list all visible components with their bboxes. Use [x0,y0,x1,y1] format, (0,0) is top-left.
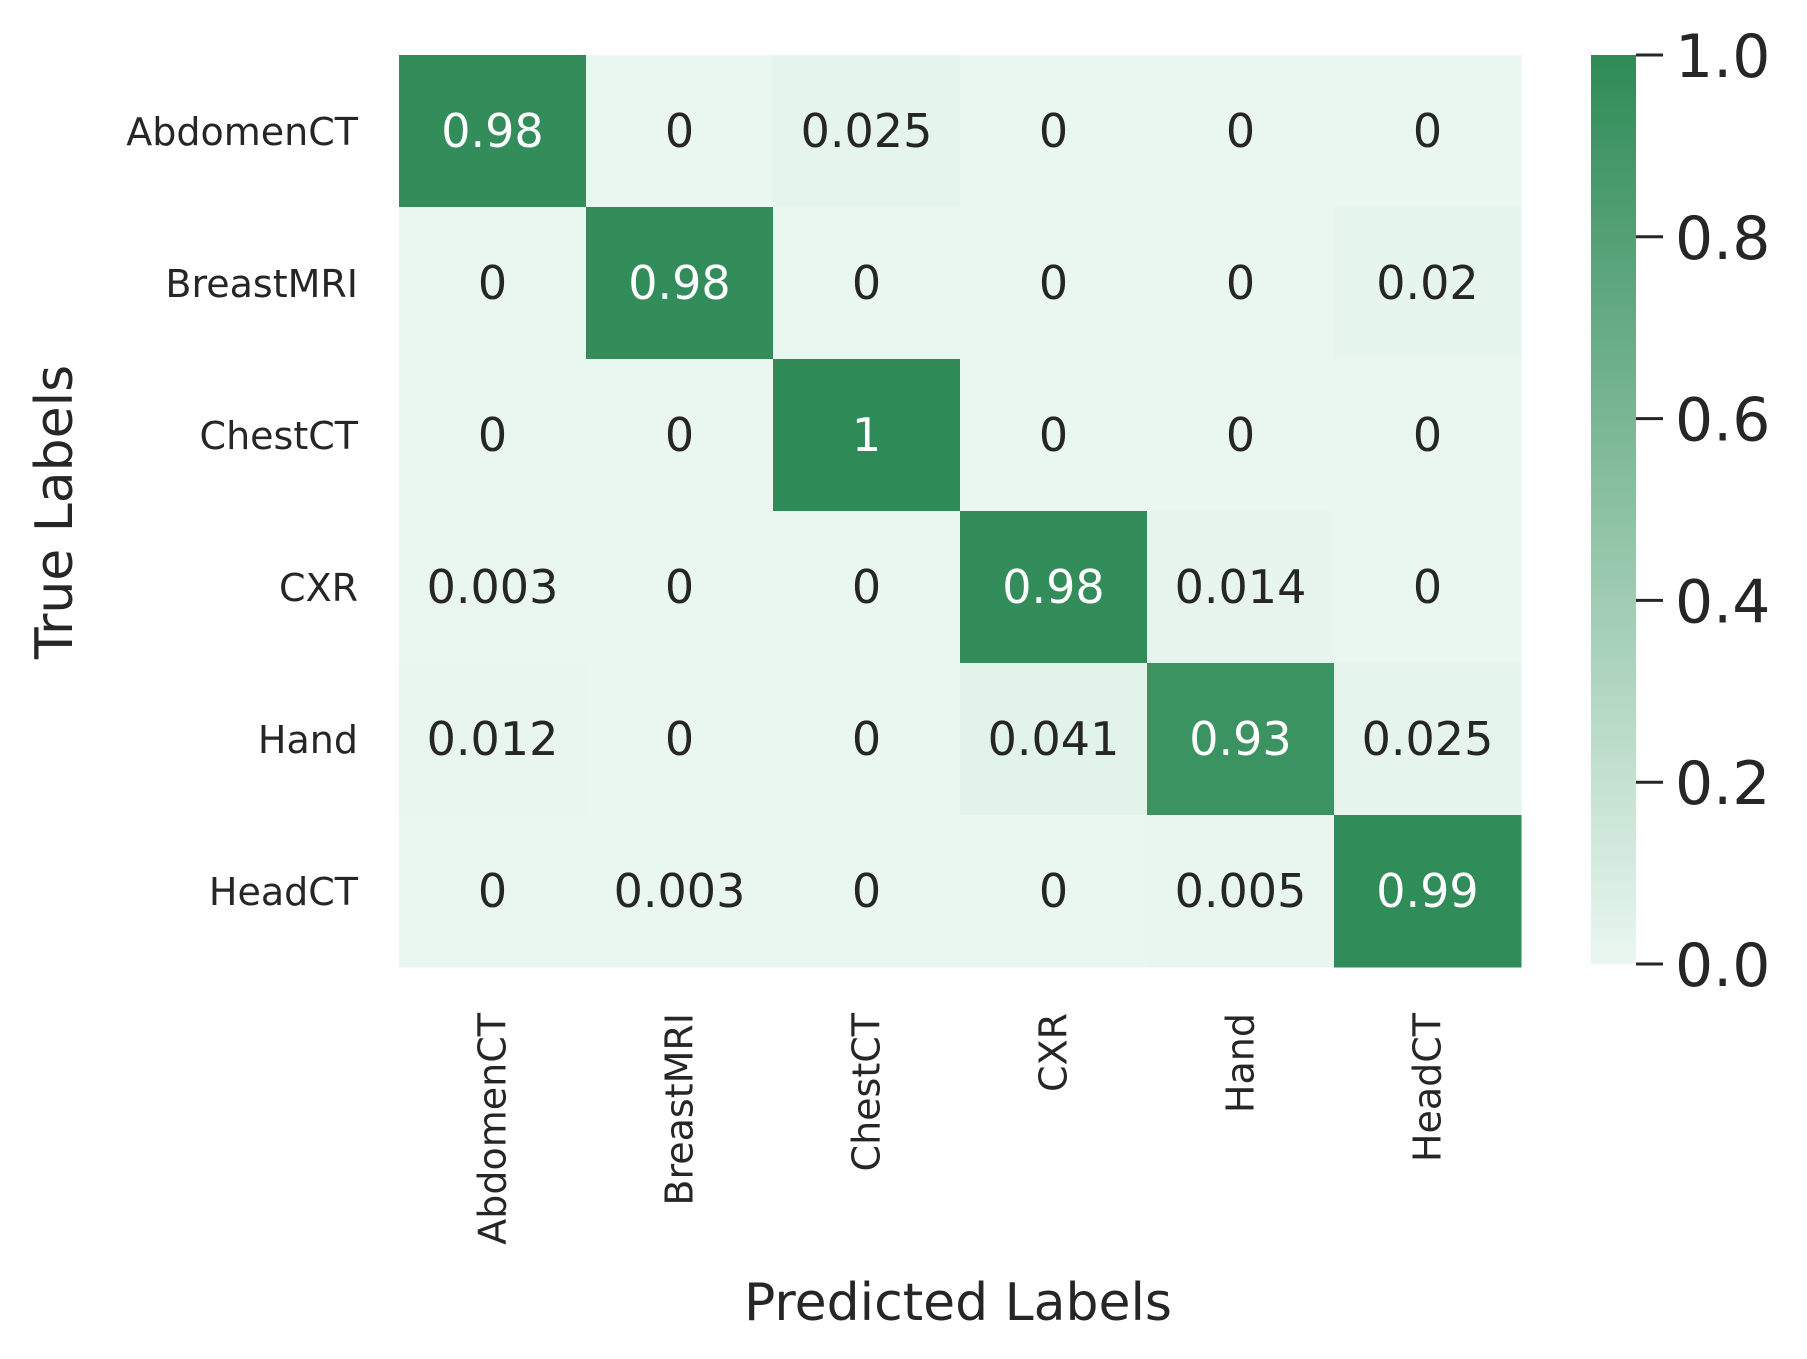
y-tick-label: AbdomenCT [126,110,358,154]
heatmap-cell [1334,207,1522,360]
heatmap-cell [1334,815,1522,968]
cell-value-label: 0 [665,104,694,158]
colorbar-tick-label: 1.0 [1675,22,1770,92]
heatmap-cell [960,663,1148,816]
cell-value-label: 0 [1413,560,1442,614]
colorbar-tick-label: 0.6 [1675,386,1770,456]
heatmap-cell [399,815,587,968]
cell-value-label: 0 [665,560,694,614]
heatmap-cell [399,55,587,208]
heatmap-cell [399,359,587,512]
heatmap-cell [1147,663,1335,816]
cell-value-label: 0.98 [1002,560,1104,614]
heatmap-cell [586,55,774,208]
heatmap-cell [1334,55,1522,208]
heatmap-cell [1147,815,1335,968]
cell-value-label: 0 [852,560,881,614]
cell-value-label: 0 [1413,104,1442,158]
cell-value-label: 0 [852,712,881,766]
x-tick-label: Hand [1219,1013,1263,1113]
y-tick-label: CXR [279,566,358,610]
cell-value-label: 0 [1039,408,1068,462]
cell-value-label: 0.003 [427,560,559,614]
cell-value-label: 0.014 [1175,560,1307,614]
colorbar-tick-label: 0.2 [1675,749,1770,819]
heatmap-cell [399,663,587,816]
cell-value-label: 0 [1039,864,1068,918]
colorbar [1591,55,1636,964]
heatmap-cell-labels: 0.98 0 0.025 0 0 0 0 0.98 0 0 0 0.02 0 0 1 0 0 0 0.003 0 0 0.… [427,104,1494,918]
heatmap-cell [773,359,961,512]
heatmap-cell [960,207,1148,360]
cell-value-label: 0.025 [801,104,933,158]
cell-value-label: 0.005 [1175,864,1307,918]
heatmap-cell [399,207,587,360]
cell-value-label: 0 [1413,408,1442,462]
heatmap-cell [773,55,961,208]
heatmap-cell [399,511,587,664]
heatmap-cell [1334,663,1522,816]
heatmap-cell [586,663,774,816]
colorbar-tick-label: 0.0 [1675,931,1770,1001]
cell-value-label: 0.98 [628,256,730,310]
y-axis-title: True Labels [25,365,85,660]
cell-value-label: 0 [1226,256,1255,310]
heatmap-cell [773,815,961,968]
y-tick-label: BreastMRI [165,262,358,306]
cell-value-label: 0 [852,864,881,918]
heatmap-cell [586,359,774,512]
x-tick-label: AbdomenCT [471,1012,515,1244]
cell-value-label: 0 [665,712,694,766]
heatmap-cell [586,207,774,360]
x-tick-label: CXR [1032,1013,1076,1092]
heatmap-cell [586,511,774,664]
colorbar-tick-label: 0.4 [1675,567,1770,637]
cell-value-label: 0.02 [1376,256,1478,310]
heatmap-cell [1334,359,1522,512]
x-tick-labels: AbdomenCT BreastMRI ChestCT CXR Hand HeadCT [471,1012,1450,1245]
x-tick-label: HeadCT [1406,1012,1450,1162]
heatmap-cell [773,207,961,360]
heatmap-cell [1147,511,1335,664]
heatmap-cells [399,55,1522,968]
x-axis-title: Predicted Labels [744,1273,1172,1333]
cell-value-label: 0 [665,408,694,462]
cell-value-label: 0.99 [1376,864,1478,918]
cell-value-label: 1 [852,408,881,462]
heatmap-cell [960,511,1148,664]
cell-value-label: 0.003 [614,864,746,918]
x-tick-label: ChestCT [845,1012,889,1171]
x-tick-label: BreastMRI [658,1013,702,1206]
y-tick-label: ChestCT [200,414,359,458]
heatmap-cell [773,663,961,816]
heatmap-cell [1147,359,1335,512]
cell-value-label: 0 [478,256,507,310]
heatmap-cell [1334,511,1522,664]
cell-value-label: 0 [1226,408,1255,462]
heatmap-cell [960,359,1148,512]
colorbar-ticks: 0.0 0.2 0.4 0.6 0.8 1.0 [1636,22,1770,1001]
cell-value-label: 0.025 [1362,712,1494,766]
heatmap-cell [960,55,1148,208]
cell-value-label: 0 [1039,256,1068,310]
cell-value-label: 0.012 [427,712,559,766]
heatmap-cell [960,815,1148,968]
cell-value-label: 0 [478,408,507,462]
cell-value-label: 0 [1226,104,1255,158]
heatmap-cell [586,815,774,968]
y-tick-label: HeadCT [209,870,359,914]
colorbar-tick-label: 0.8 [1675,204,1770,274]
cell-value-label: 0.98 [441,104,543,158]
y-tick-labels: AbdomenCT BreastMRI ChestCT CXR Hand HeadCT [126,110,359,914]
cell-value-label: 0 [1039,104,1068,158]
cell-value-label: 0 [478,864,507,918]
heatmap-cell [1147,207,1335,360]
cell-value-label: 0 [852,256,881,310]
heatmap-cell [1147,55,1335,208]
cell-value-label: 0.93 [1189,712,1291,766]
y-tick-label: Hand [258,718,358,762]
cell-value-label: 0.041 [988,712,1120,766]
heatmap-cell [773,511,961,664]
